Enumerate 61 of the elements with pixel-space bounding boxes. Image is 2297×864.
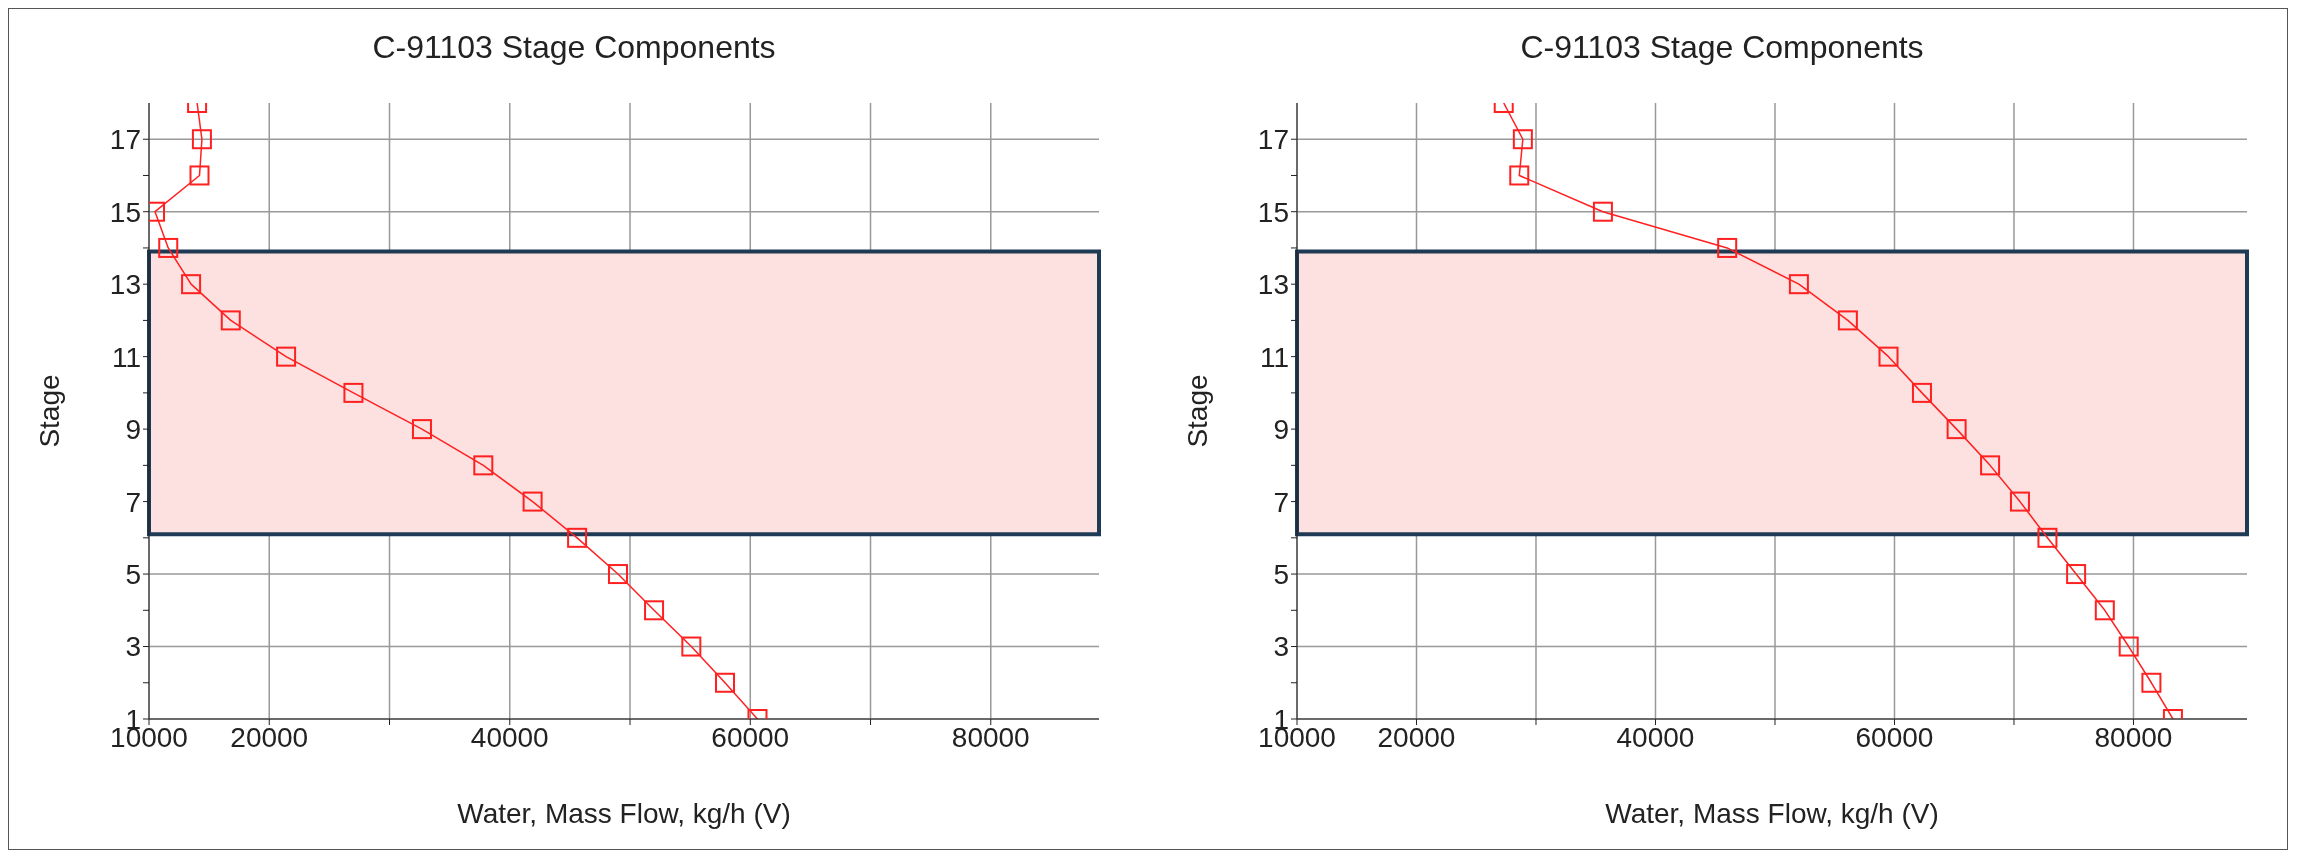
point (158, 237, 179, 258)
x-tick-label: 40000 (1616, 721, 1695, 753)
point (2094, 600, 2115, 621)
y-tick-label: 5 (125, 559, 141, 590)
point (2118, 636, 2139, 657)
y-tick-label: 11 (1259, 341, 1289, 373)
x-tick-label: 60000 (1855, 721, 1934, 753)
x-tick-label: 20000 (1377, 721, 1456, 753)
point (191, 129, 212, 150)
point (276, 346, 297, 367)
y-axis-title: Stage (1181, 374, 1213, 448)
chart-title: C-91103 Stage Components (371, 28, 777, 67)
point (411, 419, 432, 440)
point (1837, 310, 1858, 331)
y-tick-label: 9 (125, 414, 141, 446)
y-tick-label: 11 (111, 341, 141, 373)
point (343, 382, 364, 403)
point (1509, 165, 1530, 186)
point (2141, 672, 2162, 693)
y-axis-title: Stage (33, 374, 65, 448)
x-tick-label: 80000 (951, 721, 1030, 753)
y-tick-label: 15 (109, 196, 141, 228)
y-tick-label: 9 (1273, 414, 1289, 446)
point (715, 672, 736, 693)
y-tick-label: 13 (109, 269, 141, 301)
point (1946, 419, 1967, 440)
x-tick-label: 40000 (470, 721, 549, 753)
point (189, 165, 210, 186)
y-tick-label: 7 (125, 486, 141, 518)
point (1717, 237, 1738, 258)
chart-title: C-91103 Stage Components (1519, 28, 1925, 67)
point (1911, 382, 1932, 403)
y-tick-label: 17 (109, 124, 141, 156)
point (1788, 274, 1809, 295)
y-tick-label: 3 (125, 631, 141, 663)
x-tick-label: 60000 (711, 721, 790, 753)
point (567, 527, 588, 548)
point (2066, 564, 2087, 585)
x-tick-label: 20000 (230, 721, 309, 753)
point (181, 274, 202, 295)
point (522, 491, 543, 512)
point (1512, 129, 1533, 150)
point (2009, 491, 2030, 512)
y-tick-label: 15 (1257, 196, 1289, 228)
x-axis-title: Water, Mass Flow, kg/h (V) (1605, 798, 1939, 829)
y-tick-label: 5 (1273, 559, 1289, 590)
point (473, 455, 494, 476)
point (1980, 455, 2001, 476)
point (220, 310, 241, 331)
y-tick-label: 3 (1273, 631, 1289, 663)
y-tick-label: 7 (1273, 486, 1289, 518)
point (2037, 527, 2058, 548)
point (644, 600, 665, 621)
point (1592, 201, 1613, 222)
y-tick-label: 13 (1257, 269, 1289, 301)
x-tick-label: 80000 (2094, 721, 2173, 753)
point (1878, 346, 1899, 367)
point (681, 636, 702, 657)
x-axis-title: Water, Mass Flow, kg/h (V) (457, 798, 791, 829)
point (607, 564, 628, 585)
y-tick-label: 17 (1257, 124, 1289, 156)
